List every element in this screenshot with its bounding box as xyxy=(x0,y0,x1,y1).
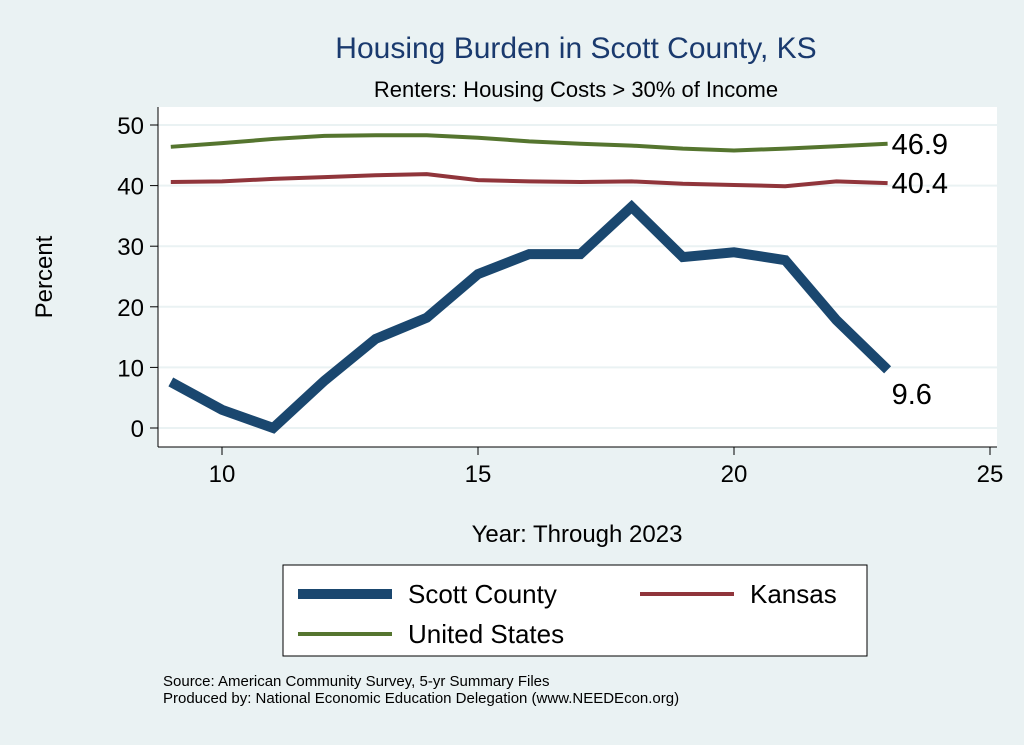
end-label: 46.9 xyxy=(892,129,948,161)
end-label: 9.6 xyxy=(892,379,932,411)
series-line-kansas xyxy=(170,172,888,189)
y-axis-label: Percent xyxy=(31,235,58,318)
x-axis-label: Year: Through 2023 xyxy=(472,521,683,548)
x-tick-label: 10 xyxy=(209,461,236,488)
y-tick-label: 30 xyxy=(117,234,144,261)
legend-label: United States xyxy=(408,619,564,649)
y-tick-label: 20 xyxy=(117,295,144,322)
legend-label: Scott County xyxy=(408,579,557,609)
chart-title: Housing Burden in Scott County, KS xyxy=(335,32,816,65)
y-tick-label: 0 xyxy=(131,416,144,443)
legend-box xyxy=(282,564,868,657)
series-line-scott-county xyxy=(168,199,892,434)
legend-label: Kansas xyxy=(750,579,837,609)
source-note: Source: American Community Survey, 5-yr … xyxy=(163,673,550,690)
y-tick-label: 50 xyxy=(117,113,144,140)
end-label: 40.4 xyxy=(892,168,948,200)
y-tick-label: 40 xyxy=(117,174,144,201)
x-tick-label: 15 xyxy=(465,461,492,488)
series-line-united-states xyxy=(170,133,888,153)
producer-note: Produced by: National Economic Education… xyxy=(163,690,680,707)
y-tick-label: 10 xyxy=(117,355,144,382)
x-tick-label: 20 xyxy=(721,461,748,488)
chart-subtitle: Renters: Housing Costs > 30% of Income xyxy=(374,77,778,102)
plot-area xyxy=(158,107,997,447)
x-tick-label: 25 xyxy=(977,461,1004,488)
